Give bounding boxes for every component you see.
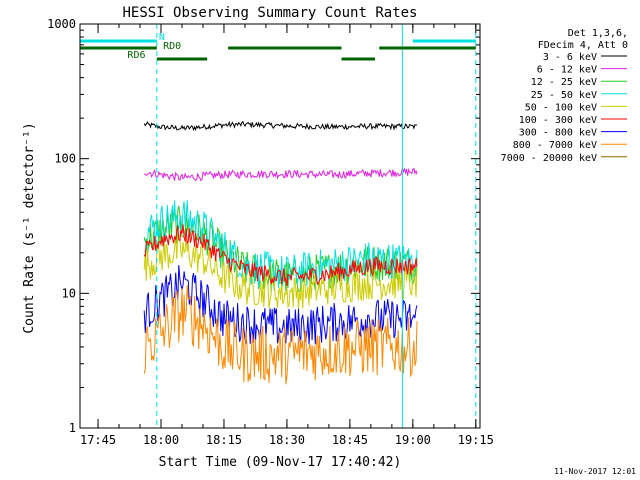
flag-label-rd6: RD6 xyxy=(127,50,145,61)
legend-header-0: Det 1,3,6, xyxy=(568,28,628,39)
x-tick-label-5: 19:00 xyxy=(395,433,431,447)
axes: 1 10 100 1000 17:45 18:00 18:15 18:30 18:45 19:00… xyxy=(47,17,494,447)
x-tick-label-4: 18:45 xyxy=(332,433,368,447)
legend-header-1: FDecim 4, Att 0 xyxy=(538,40,628,51)
legend-label-6: 300 - 800 keV xyxy=(519,128,597,139)
legend-label-0: 3 - 6 keV xyxy=(543,52,597,63)
chart-title: HESSI Observing Summary Count Rates xyxy=(122,5,417,21)
legend-label-8: 7000 - 20000 keV xyxy=(501,153,597,164)
x-tick-label-0: 17:45 xyxy=(80,433,116,447)
footer-date: 11-Nov-2017 12:01 xyxy=(554,467,636,476)
plot-frame xyxy=(79,23,481,429)
x-tick-label-6: 19:15 xyxy=(458,433,494,447)
series-line-100-300 xyxy=(143,224,418,287)
series-line-3-6 xyxy=(143,120,418,132)
legend-label-5: 100 - 300 keV xyxy=(519,115,597,126)
x-tick-label-2: 18:15 xyxy=(206,433,242,447)
legend-label-3: 25 - 50 keV xyxy=(531,90,597,101)
series-line-50-100 xyxy=(143,233,418,310)
series-line-800-7000 xyxy=(143,285,418,385)
y-tick-label-0: 1 xyxy=(69,421,76,435)
flag-label-n: N xyxy=(159,32,165,43)
y-axis-label: Count Rate (s⁻¹ detector⁻¹) xyxy=(22,122,37,333)
legend-label-7: 800 - 7000 keV xyxy=(513,140,597,151)
series-line-6-12 xyxy=(143,166,418,182)
legend-label-4: 50 - 100 keV xyxy=(525,102,597,113)
legend-label-2: 12 - 25 keV xyxy=(531,77,597,88)
x-tick-label-3: 18:30 xyxy=(269,433,305,447)
legend: Det 1,3,6,FDecim 4, Att 03 - 6 keV 6 - 12… xyxy=(501,28,628,164)
series-line-25-50 xyxy=(143,200,418,289)
flag-label-rd0: RD0 xyxy=(163,41,181,52)
y-tick-label-2: 100 xyxy=(54,152,76,166)
y-tick-label-3: 1000 xyxy=(47,17,76,31)
x-tick-label-1: 18:00 xyxy=(143,433,179,447)
x-axis-label: Start Time (09-Nov-17 17:40:42) xyxy=(159,455,402,470)
y-tick-label-1: 10 xyxy=(62,286,76,300)
legend-label-1: 6 - 12 keV xyxy=(537,65,597,76)
